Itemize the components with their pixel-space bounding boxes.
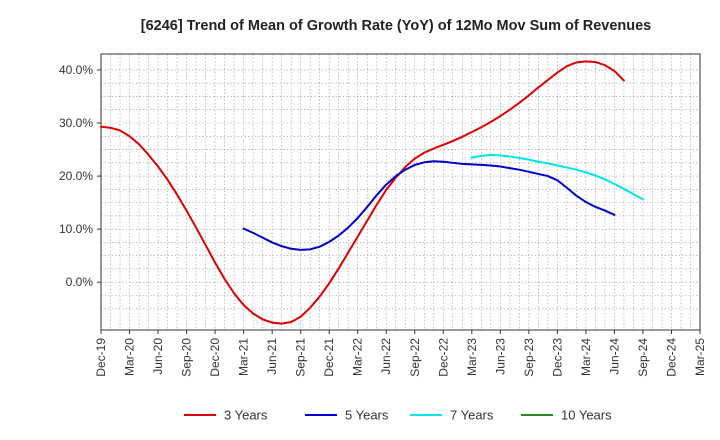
- series-lines: [100, 60, 644, 325]
- chart-title: [6246] Trend of Mean of Growth Rate (YoY…: [141, 18, 652, 34]
- y-tick-label: 40.0%: [59, 63, 93, 77]
- x-tick-label: Sep-22: [408, 338, 422, 377]
- x-tick-label: Sep-20: [180, 338, 194, 377]
- y-tick-label: 0.0%: [66, 275, 94, 289]
- x-tick-label: Jun-20: [151, 338, 165, 375]
- x-tick-label: Sep-23: [522, 338, 536, 377]
- plot-frame: [100, 53, 701, 331]
- x-tick-label: Dec-19: [94, 338, 108, 377]
- x-tick-label: Mar-23: [465, 338, 479, 376]
- x-tick-label: Mar-22: [351, 338, 365, 376]
- x-tick-label: Dec-21: [322, 338, 336, 377]
- x-tick-label: Jun-24: [607, 338, 621, 375]
- x-tick-label: Jun-21: [265, 338, 279, 375]
- legend-label: 7 Years: [450, 408, 494, 423]
- series-line-3-years: [100, 60, 625, 325]
- x-tick-label: Jun-22: [379, 338, 393, 375]
- y-tick-label: 10.0%: [59, 222, 93, 236]
- x-tick-label: Dec-22: [436, 338, 450, 377]
- x-tick-label: Sep-21: [294, 338, 308, 377]
- x-tick-label: Mar-20: [123, 338, 137, 376]
- y-tick-label: 20.0%: [59, 169, 93, 183]
- series-line-7-years: [470, 153, 644, 201]
- grid: [101, 54, 700, 330]
- x-tick-label: Dec-24: [664, 338, 678, 377]
- legend-label: 3 Years: [224, 408, 268, 423]
- x-tick-label: Dec-20: [208, 338, 222, 377]
- series-line-5-years: [242, 160, 616, 251]
- legend: 3 Years 5 Years 7 Years 10 Years: [184, 408, 612, 423]
- legend-label: 10 Years: [561, 408, 612, 423]
- legend-label: 5 Years: [345, 408, 389, 423]
- x-tick-label: Dec-23: [550, 338, 564, 377]
- y-axis: 0.0% 10.0% 20.0% 30.0% 40.0%: [59, 63, 101, 289]
- x-tick-label: Mar-21: [237, 338, 251, 376]
- y-tick-label: 30.0%: [59, 116, 93, 130]
- x-tick-label: Sep-24: [636, 338, 650, 377]
- x-tick-label: Jun-23: [493, 338, 507, 375]
- x-axis: Dec-19 Mar-20 Jun-20 Sep-20 Dec-20 Mar-21 Jun-…: [94, 330, 707, 377]
- x-tick-label: Mar-24: [579, 338, 593, 376]
- x-tick-label: Mar-25: [693, 338, 707, 376]
